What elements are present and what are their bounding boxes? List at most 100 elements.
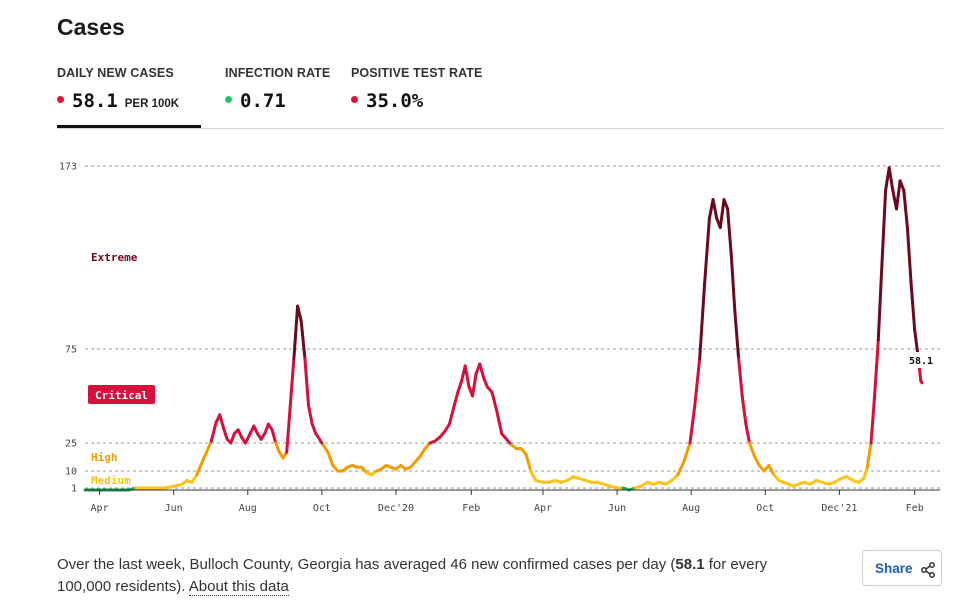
series-segment (447, 403, 456, 426)
series-segment (909, 282, 917, 332)
x-tick-label: Jun (165, 503, 183, 514)
summary-text-before: Over the last week, Bulloch County, Geor… (57, 556, 676, 573)
series-segment (733, 310, 741, 360)
x-tick-label: Oct (756, 503, 774, 514)
series-segment (729, 254, 737, 314)
series-segment (726, 207, 733, 258)
series-segment (737, 356, 744, 398)
series-segment (676, 460, 686, 477)
about-data-link[interactable]: About this data (188, 578, 289, 596)
summary-text-after: for every 100,000 residents). (57, 556, 768, 595)
last-value-callout: 58.1 (903, 352, 939, 368)
share-icon (921, 562, 935, 578)
series-segment (873, 338, 880, 398)
chart-zone-labels: Extreme Critical High Medium (88, 251, 155, 487)
summary-text: Over the last week, Bulloch County, Geor… (57, 554, 817, 598)
series-segment (740, 394, 748, 426)
x-tick-label: Aug (239, 503, 257, 514)
tab-value: 35.0% (351, 90, 491, 112)
series-segment (292, 304, 300, 360)
series-segment (195, 462, 204, 477)
tab-label: INFECTION RATE (225, 66, 331, 80)
series-segment (718, 198, 726, 230)
series-segment (524, 452, 533, 473)
tab-value: 0.71 (225, 90, 335, 112)
series-segment (478, 362, 485, 379)
chart-gridlines: 1 10 25 75 173 (59, 162, 940, 495)
series-segment (303, 356, 310, 407)
series-segment (711, 198, 719, 220)
y-tick-label: 10 (65, 467, 77, 478)
x-tick-label: Feb (462, 503, 480, 514)
series-segment (326, 450, 335, 467)
series-segment (274, 441, 281, 454)
series-segment (698, 282, 707, 360)
y-tick-label: 1 (71, 484, 77, 495)
series-segment (748, 441, 756, 458)
series-segment (752, 454, 761, 467)
status-dot-icon (57, 96, 64, 104)
series-segment (307, 403, 314, 426)
tab-value: 58.1 PER 100K (57, 90, 201, 112)
series-segment (876, 263, 884, 342)
positive-test-rate-value: 35.0% (366, 90, 424, 112)
daily-cases-value: 58.1 (72, 90, 118, 112)
series-segment (452, 390, 460, 407)
cases-chart: 1 10 25 75 173 Extreme Critical High Medium Apr… (59, 162, 940, 514)
series-segment (209, 420, 218, 443)
series-segment (482, 375, 489, 389)
series-segment (243, 432, 252, 445)
series-segment (495, 409, 504, 436)
page-title: Cases (57, 14, 125, 40)
summary-bold-value: 58.1 (675, 556, 705, 573)
series-segment (898, 179, 906, 192)
series-segment (229, 432, 236, 445)
metric-tabs: DAILY NEW CASES 58.1 PER 100K INFECTION R… (57, 66, 944, 129)
tab-infection-rate[interactable]: INFECTION RATE 0.71 (225, 66, 335, 128)
series-segment (744, 422, 751, 445)
zone-label-high: High (91, 451, 118, 464)
tab-daily-new-cases[interactable]: DAILY NEW CASES 58.1 PER 100K (57, 66, 201, 128)
last-value-bg (903, 352, 939, 368)
infection-rate-value: 0.71 (240, 90, 286, 112)
y-tick-label: 173 (59, 162, 77, 173)
series-segment (218, 413, 225, 430)
status-dot-icon (225, 96, 232, 104)
series-segment (205, 439, 213, 454)
series-segment (456, 379, 464, 394)
series-segment (880, 188, 888, 267)
series-segment (222, 426, 229, 441)
series-segment (887, 166, 895, 192)
x-tick-label: Jun (608, 503, 626, 514)
series-segment (865, 441, 873, 469)
share-button[interactable]: Share (862, 550, 942, 586)
series-segment (703, 216, 711, 286)
last-value-label: 58.1 (909, 356, 933, 367)
tab-label: POSITIVE TEST RATE (351, 66, 483, 80)
x-tick-label: Dec'21 (821, 503, 857, 514)
series-segment (722, 198, 730, 211)
zone-label-extreme: Extreme (91, 251, 138, 264)
series-segment (902, 188, 909, 230)
series-segment (285, 403, 292, 454)
series-segment (919, 379, 924, 385)
series-segment (288, 356, 296, 407)
zone-label-medium: Medium (91, 474, 131, 487)
series-segment (767, 463, 776, 477)
status-dot-icon (351, 96, 358, 104)
series-segment (490, 390, 499, 413)
tab-positive-test-rate[interactable]: POSITIVE TEST RATE 35.0% (351, 66, 491, 128)
daily-cases-unit: PER 100K (124, 98, 180, 110)
series-segment (862, 465, 869, 481)
zone-badge-critical (88, 385, 155, 404)
y-tick-label: 25 (65, 439, 77, 450)
series-segment (270, 428, 278, 445)
series-segment (688, 403, 697, 445)
series-segment (905, 226, 913, 286)
x-tick-label: Apr (91, 503, 109, 514)
chart-series-line (83, 166, 924, 492)
x-tick-label: Feb (906, 503, 924, 514)
x-axis-ticks: Apr Jun Aug Oct Dec'20 Feb Apr Jun Aug Oct Dec'21 F… (91, 490, 924, 514)
x-tick-label: Aug (682, 503, 700, 514)
x-tick-label: Dec'20 (378, 503, 414, 514)
